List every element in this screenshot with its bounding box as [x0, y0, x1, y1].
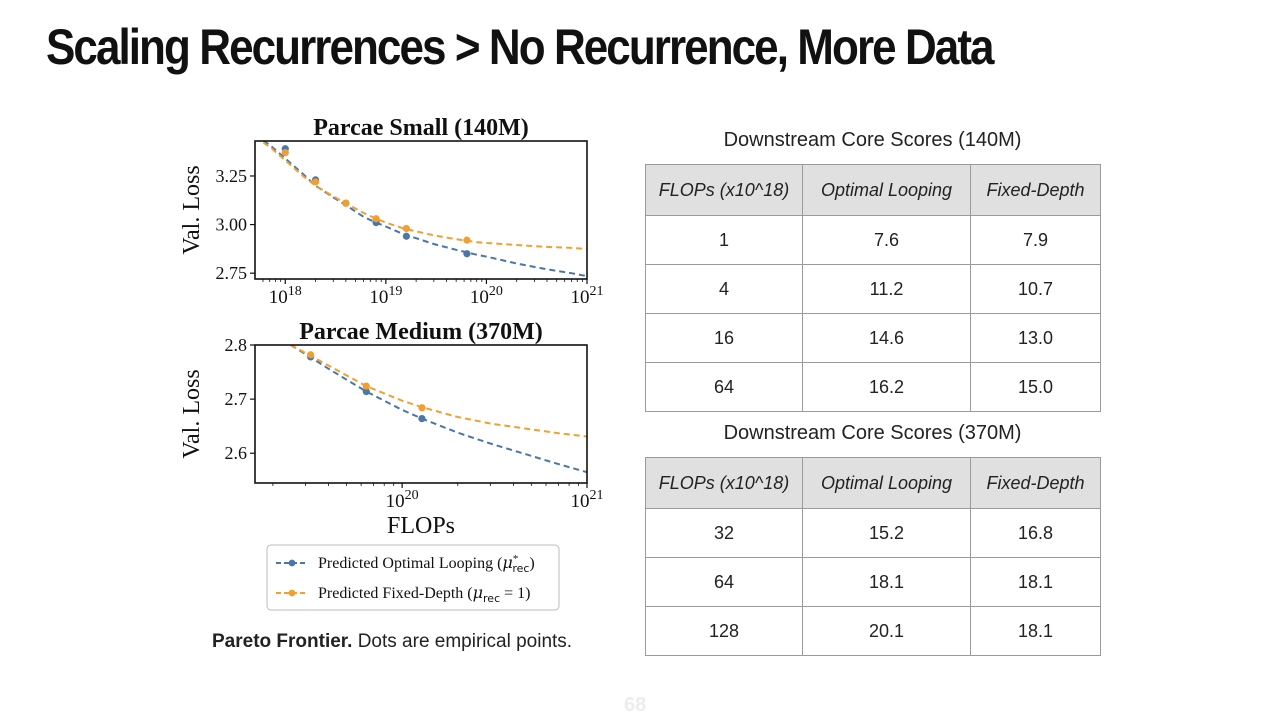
cell-fixed: 13.0 — [970, 313, 1101, 363]
table-row: 1 7.6 7.9 — [645, 215, 1101, 265]
y-tick-label: 2.8 — [225, 335, 248, 355]
page-number: 68 — [624, 694, 647, 716]
x-tick-label: 1021 — [571, 488, 604, 512]
data-point-fixed — [362, 382, 370, 390]
cell-flops: 16 — [645, 313, 803, 363]
chart-legend: Predicted Optimal Looping (μ* rec) Predict… — [266, 544, 560, 611]
table-row: 128 20.1 18.1 — [645, 606, 1101, 656]
x-tick-label: 1019 — [369, 284, 402, 308]
scores-table-370m: Downstream Core Scores (370M) FLOPs (x10… — [645, 422, 1101, 656]
table-header-row: FLOPs (x10^18) Optimal Looping Fixed-Dep… — [645, 457, 1101, 509]
x-tick-label: 1018 — [269, 284, 302, 308]
cell-optimal: 15.2 — [802, 508, 971, 558]
legend-label: Predicted Fixed-Depth (μrec = 1) — [318, 583, 531, 605]
plot-frame — [254, 344, 588, 484]
data-point-fixed — [402, 224, 410, 233]
chart-panel-2: Parcae Medium (370M) 2.6 2.7 2.8 1020 1021 Val… — [179, 319, 604, 539]
header-fixed-depth: Fixed-Depth — [970, 457, 1101, 509]
table-row: 4 11.2 10.7 — [645, 264, 1101, 314]
cell-flops: 32 — [645, 508, 803, 558]
cell-flops: 128 — [645, 606, 803, 656]
y-axis-label: Val. Loss — [179, 369, 205, 458]
cell-fixed: 10.7 — [970, 264, 1101, 314]
cell-flops: 64 — [645, 362, 803, 412]
scores-table-140m: Downstream Core Scores (140M) FLOPs (x10… — [645, 129, 1101, 412]
table-title: Downstream Core Scores (370M) — [723, 422, 1022, 444]
legend-swatch-marker — [288, 559, 296, 567]
x-tick-label: 1020 — [386, 488, 419, 512]
legend-box — [266, 544, 560, 611]
data-point-fixed — [281, 149, 289, 157]
data-point-fixed — [463, 236, 471, 244]
table-row: 16 14.6 13.0 — [645, 313, 1101, 363]
series-line-optimal — [261, 141, 587, 278]
data-point-fixed — [311, 178, 320, 186]
cell-fixed: 15.0 — [970, 362, 1101, 412]
header-flops: FLOPs (x10^18) — [645, 457, 803, 509]
cell-flops: 1 — [645, 215, 803, 265]
cell-fixed: 18.1 — [970, 606, 1101, 656]
cell-optimal: 14.6 — [802, 313, 971, 363]
table-header-row: FLOPs (x10^18) Optimal Looping Fixed-Dep… — [645, 164, 1101, 216]
y-tick-label: 3.25 — [216, 166, 248, 186]
cell-optimal: 18.1 — [802, 557, 971, 607]
header-optimal-looping: Optimal Looping — [802, 457, 971, 509]
data-point-fixed — [307, 351, 315, 359]
data-point-optimal — [418, 415, 426, 423]
x-tick-label: 1021 — [571, 284, 604, 308]
scores-table: FLOPs (x10^18) Optimal Looping Fixed-Dep… — [645, 457, 1101, 656]
cell-optimal: 20.1 — [802, 606, 971, 656]
cell-optimal: 16.2 — [802, 362, 971, 412]
cell-fixed: 18.1 — [970, 557, 1101, 607]
y-tick-label: 2.7 — [225, 389, 248, 409]
y-tick-label: 2.75 — [216, 263, 248, 283]
data-point-optimal — [402, 232, 410, 240]
series-line-optimal — [290, 345, 587, 474]
y-tick-label: 3.00 — [216, 215, 248, 235]
table-title: Downstream Core Scores (140M) — [723, 129, 1022, 151]
cell-flops: 64 — [645, 557, 803, 607]
caption-lead: Pareto Frontier. — [212, 631, 353, 652]
x-tick-label: 1020 — [470, 284, 503, 308]
table-row: 32 15.2 16.8 — [645, 508, 1101, 558]
header-fixed-depth: Fixed-Depth — [970, 164, 1101, 216]
pareto-frontier-plots: Parcae Small (140M) 2.75 3.00 3.25 1018 1019 1… — [179, 115, 604, 611]
slide-title: Scaling Recurrences > No Recurrence, Mor… — [46, 19, 995, 75]
caption-text: Dots are empirical points. — [352, 631, 573, 652]
data-point-fixed — [372, 215, 380, 223]
table-row: 64 18.1 18.1 — [645, 557, 1101, 607]
chart-panel-1: Parcae Small (140M) 2.75 3.00 3.25 1018 1019 1… — [179, 115, 604, 308]
cell-fixed: 16.8 — [970, 508, 1101, 558]
chart-title: Parcae Small (140M) — [313, 115, 529, 141]
figure-caption: Pareto Frontier. Dots are empirical poin… — [212, 631, 572, 653]
data-point-fixed — [342, 199, 350, 207]
x-axis-label: FLOPs — [387, 513, 455, 539]
table-row: 64 16.2 15.0 — [645, 362, 1101, 412]
series-line-fixed — [259, 141, 587, 250]
data-point-optimal — [362, 387, 370, 396]
data-point-optimal — [463, 250, 471, 258]
y-tick-label: 2.6 — [225, 443, 248, 463]
data-point-fixed — [418, 404, 426, 412]
cell-fixed: 7.9 — [970, 215, 1101, 265]
header-flops: FLOPs (x10^18) — [645, 164, 803, 216]
chart-title: Parcae Medium (370M) — [299, 319, 542, 345]
plot-frame — [254, 140, 588, 280]
scores-table: FLOPs (x10^18) Optimal Looping Fixed-Dep… — [645, 164, 1101, 412]
legend-label: Predicted Optimal Looping (μ* rec) — [318, 553, 535, 575]
header-optimal-looping: Optimal Looping — [802, 164, 971, 216]
y-axis-label: Val. Loss — [179, 165, 205, 254]
cell-flops: 4 — [645, 264, 803, 314]
series-line-fixed — [290, 345, 587, 438]
cell-optimal: 11.2 — [802, 264, 971, 314]
cell-optimal: 7.6 — [802, 215, 971, 265]
legend-swatch-marker — [288, 589, 296, 597]
